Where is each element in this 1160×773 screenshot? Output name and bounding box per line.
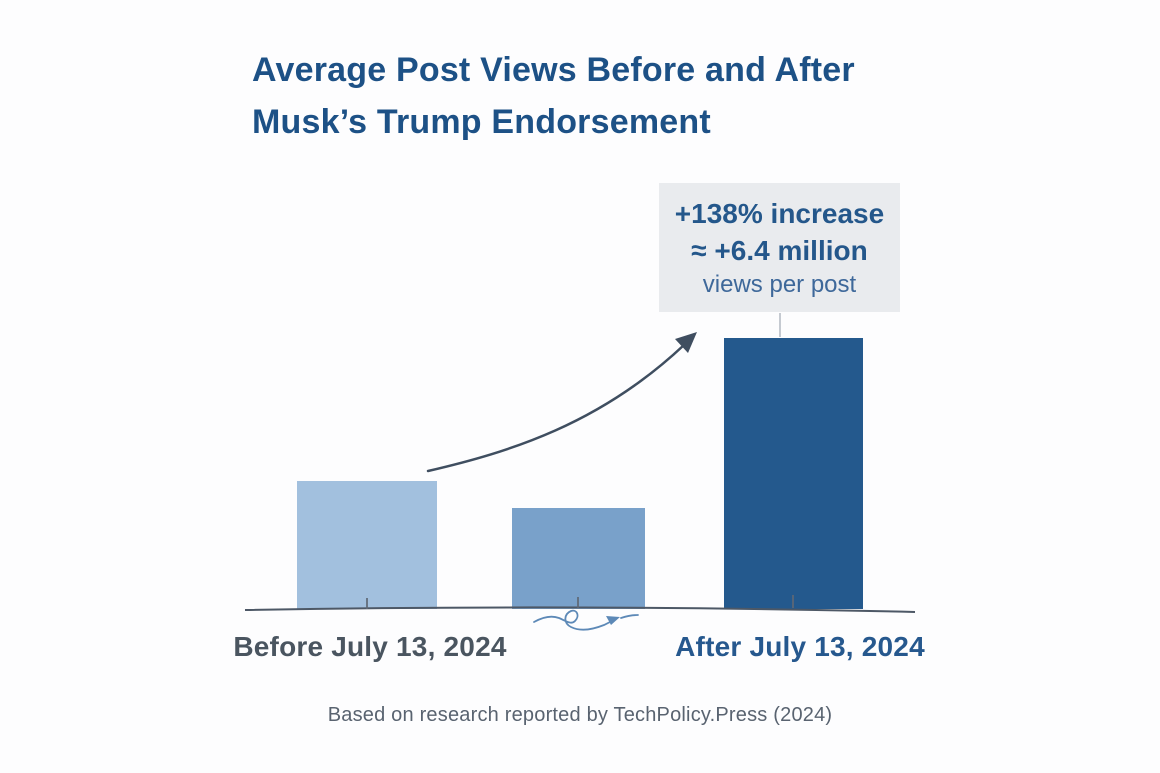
loop-doodle-icon [533,609,639,631]
increase-absolute-text: ≈ +6.4 million [691,234,868,266]
growth-arrow-head-icon [675,332,697,353]
x-label-before: Before July 13, 2024 [233,631,507,662]
increase-unit-text: views per post [702,270,857,298]
chart-title-line2: Musk’s Trump Endorsement [252,103,711,141]
bar-before-period-1 [297,481,437,609]
chart-title: Average Post Views Before and After Musk’… [252,44,855,148]
source-attribution: Based on research reported by TechPolicy… [327,704,833,726]
bar-before-period-2 [512,508,645,609]
chart-title-line1: Average Post Views Before and After [252,51,855,89]
growth-arrow [426,343,686,473]
increase-percent-text: +138% increase [674,197,885,229]
x-label-after: After July 13, 2024 [675,631,925,662]
bar-after-endorsement [724,338,863,609]
loop-doodle-arrow-icon [606,616,620,625]
increase-callout: +138% increase ≈ +6.4 million views per … [659,183,900,312]
